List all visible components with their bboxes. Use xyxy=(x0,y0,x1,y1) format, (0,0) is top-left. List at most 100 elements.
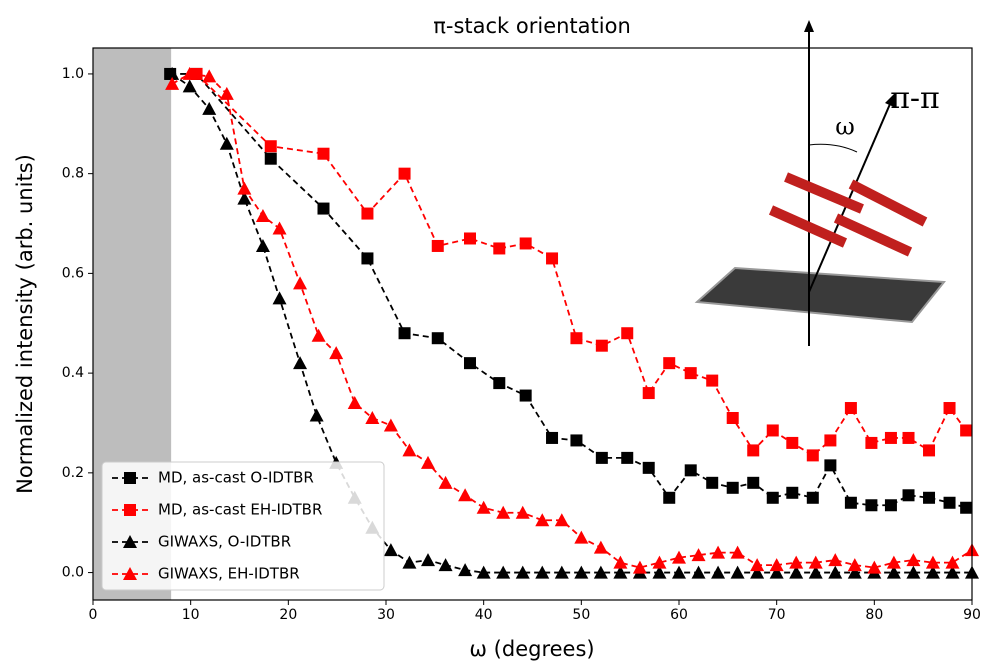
marker xyxy=(867,560,882,574)
marker xyxy=(906,565,921,579)
marker xyxy=(684,367,697,380)
marker xyxy=(593,540,608,554)
legend: MD, as-cast O-IDTBR MD, as-cast EH-IDTBR G… xyxy=(101,461,385,591)
marker xyxy=(747,444,760,457)
marker xyxy=(706,374,719,387)
marker xyxy=(272,291,287,305)
marker xyxy=(642,461,655,474)
marker xyxy=(554,565,569,579)
marker xyxy=(632,560,647,574)
marker xyxy=(642,387,655,400)
x-tick-label: 0 xyxy=(89,607,98,623)
molecules xyxy=(768,172,928,257)
marker xyxy=(945,565,960,579)
marker xyxy=(806,491,819,504)
marker xyxy=(293,276,308,290)
marker xyxy=(828,553,843,567)
legend-label: GIWAXS, O-IDTBR xyxy=(158,533,291,551)
y-tick-label: 0.6 xyxy=(62,265,84,281)
angle-arc xyxy=(808,143,858,153)
marker xyxy=(730,565,745,579)
marker xyxy=(361,207,374,220)
x-tick-label: 90 xyxy=(963,607,981,623)
marker xyxy=(219,136,234,150)
marker xyxy=(824,459,837,472)
marker xyxy=(808,555,823,569)
legend-marker xyxy=(123,567,137,580)
pi-pi-axis xyxy=(808,103,891,293)
marker xyxy=(219,86,234,100)
marker xyxy=(317,147,330,160)
marker xyxy=(902,431,915,444)
marker xyxy=(672,565,686,579)
marker xyxy=(402,443,417,457)
x-tick-label: 10 xyxy=(182,607,200,623)
marker xyxy=(769,558,784,572)
marker xyxy=(237,181,252,195)
marker xyxy=(847,565,862,579)
marker xyxy=(902,489,915,502)
legend-label: MD, as-cast EH-IDTBR xyxy=(158,501,322,519)
marker xyxy=(317,202,330,215)
marker xyxy=(621,327,634,340)
marker xyxy=(672,550,686,564)
marker xyxy=(476,500,491,514)
marker xyxy=(943,496,956,509)
marker xyxy=(255,238,270,252)
x-tick-label: 40 xyxy=(475,607,493,623)
marker xyxy=(438,558,453,572)
marker xyxy=(165,66,180,80)
marker xyxy=(311,328,326,342)
marker xyxy=(202,101,217,115)
x-tick-label: 70 xyxy=(768,607,786,623)
marker xyxy=(398,167,411,180)
marker xyxy=(769,565,784,579)
marker xyxy=(923,444,936,457)
marker xyxy=(766,491,779,504)
arrow-head xyxy=(804,20,814,32)
marker xyxy=(402,555,417,569)
marker xyxy=(943,402,956,415)
marker xyxy=(383,543,398,557)
marker xyxy=(906,553,921,567)
marker xyxy=(519,389,532,402)
marker xyxy=(574,530,589,544)
marker xyxy=(786,486,799,499)
marker xyxy=(546,252,559,265)
marker xyxy=(361,252,374,265)
marker xyxy=(264,140,277,153)
marker xyxy=(960,424,973,437)
chart-title: π-stack orientation xyxy=(433,14,631,38)
legend-marker xyxy=(123,535,137,548)
marker xyxy=(824,434,837,447)
axes-frame xyxy=(92,47,973,601)
marker xyxy=(463,232,476,245)
marker xyxy=(925,565,940,579)
legend-marker xyxy=(124,504,136,516)
marker xyxy=(431,332,444,345)
marker xyxy=(613,555,628,569)
marker xyxy=(747,476,760,489)
marker xyxy=(383,418,398,432)
marker xyxy=(691,565,706,579)
marker xyxy=(182,66,197,80)
marker xyxy=(844,496,857,509)
marker xyxy=(945,555,960,569)
marker xyxy=(847,558,862,572)
inset-diagram: π-π ω xyxy=(694,20,946,346)
marker xyxy=(865,499,878,512)
marker xyxy=(476,565,491,579)
marker xyxy=(293,356,308,370)
marker xyxy=(711,565,726,579)
substrate xyxy=(694,266,946,324)
marker xyxy=(182,79,197,93)
marker xyxy=(515,565,530,579)
marker xyxy=(431,239,444,252)
x-axis-label: ω (degrees) xyxy=(469,637,594,661)
marker xyxy=(652,565,667,579)
plot-area: 0 10 20 30 40 50 60 70 80 90 0.0 0.2 0.4 0.6 0.8 1.0 MD,… xyxy=(62,47,981,623)
y-axis-label: Normalized intensity (arb. units) xyxy=(13,154,37,494)
marker xyxy=(463,357,476,370)
marker xyxy=(458,563,473,577)
